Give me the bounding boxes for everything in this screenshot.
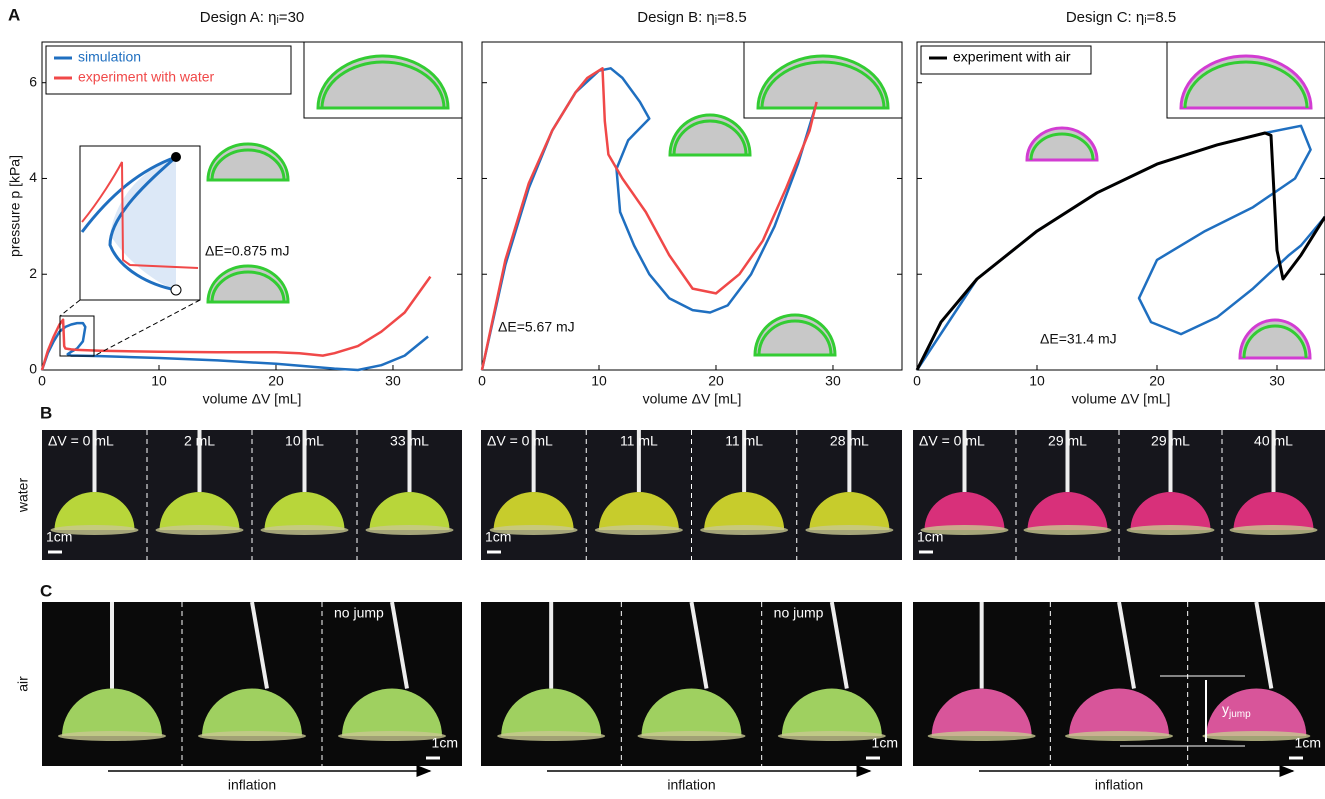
frame-label: 29 mL bbox=[1048, 433, 1087, 449]
x-tick-label: 0 bbox=[478, 373, 486, 389]
x-tick-label: 10 bbox=[1029, 373, 1045, 389]
note: no jump bbox=[334, 605, 384, 621]
legend-label: experiment with air bbox=[953, 49, 1071, 65]
zoom-line bbox=[94, 300, 200, 356]
x-tick-label: 20 bbox=[1149, 373, 1165, 389]
frame-label: 10 mL bbox=[285, 433, 324, 449]
balloon-rim bbox=[338, 731, 446, 741]
x-tick-label: 0 bbox=[913, 373, 921, 389]
frame-label: 28 mL bbox=[830, 433, 869, 449]
panel-label: A bbox=[8, 5, 20, 24]
frame-label: 29 mL bbox=[1151, 433, 1190, 449]
photo bbox=[42, 602, 462, 766]
balloon-rim bbox=[156, 525, 244, 535]
annotation: ΔE=31.4 mJ bbox=[1040, 331, 1117, 347]
balloon-rim bbox=[638, 731, 746, 741]
balloon-rim bbox=[595, 525, 683, 535]
jump-symbol: y bbox=[1222, 701, 1229, 717]
frame-label: ΔV = 0 mL bbox=[48, 433, 114, 449]
y-axis-label: pressure p [kPa] bbox=[7, 155, 23, 257]
annotation: ΔE=0.875 mJ bbox=[205, 243, 289, 259]
photo bbox=[481, 602, 902, 766]
arrow-label: inflation bbox=[1095, 777, 1143, 793]
x-tick-label: 30 bbox=[825, 373, 841, 389]
scale-label: 1cm bbox=[432, 735, 458, 751]
balloon-rim bbox=[778, 731, 886, 741]
x-tick-label: 10 bbox=[151, 373, 167, 389]
note: no jump bbox=[774, 605, 824, 621]
zoom-line bbox=[60, 300, 80, 316]
balloon-rim bbox=[700, 525, 788, 535]
balloon-rim bbox=[928, 731, 1036, 741]
x-axis-label: volume ΔV [mL] bbox=[203, 391, 302, 407]
balloon-rim bbox=[1024, 525, 1112, 535]
chart-title: Design A: ηᵢ=30 bbox=[200, 9, 305, 26]
x-axis-label: volume ΔV [mL] bbox=[643, 391, 742, 407]
row-label: air bbox=[15, 676, 31, 692]
panel-label: B bbox=[40, 403, 52, 422]
y-tick-label: 4 bbox=[29, 169, 37, 185]
balloon-rim bbox=[1230, 525, 1318, 535]
x-tick-label: 20 bbox=[268, 373, 284, 389]
row-label: water bbox=[15, 478, 31, 514]
y-tick-label: 0 bbox=[29, 361, 37, 377]
frame-label: 2 mL bbox=[184, 433, 215, 449]
balloon-rim bbox=[1065, 731, 1173, 741]
data-line bbox=[42, 323, 428, 370]
balloon-rim bbox=[805, 525, 893, 535]
scale-label: 1cm bbox=[485, 529, 511, 545]
scale-label: 1cm bbox=[917, 529, 943, 545]
balloon-rim bbox=[1127, 525, 1215, 535]
marker bbox=[171, 152, 181, 162]
balloon-rim bbox=[198, 731, 306, 741]
y-tick-label: 2 bbox=[29, 265, 37, 281]
frame-label: ΔV = 0 mL bbox=[919, 433, 985, 449]
jump-subscript: jump bbox=[1228, 709, 1251, 720]
x-axis-label: volume ΔV [mL] bbox=[1072, 391, 1171, 407]
photo bbox=[913, 602, 1325, 766]
annotation: ΔE=5.67 mJ bbox=[498, 319, 575, 335]
x-tick-label: 10 bbox=[591, 373, 607, 389]
page: A B C Design A: ηᵢ=30 0 10 20 30 0 2 4 6 volume Δ… bbox=[0, 0, 1325, 799]
chart-title: Design B: ηᵢ=8.5 bbox=[637, 9, 747, 26]
balloon-rim bbox=[58, 731, 166, 741]
frame-label: 40 mL bbox=[1254, 433, 1293, 449]
legend-label: experiment with water bbox=[78, 69, 215, 85]
balloon-rim bbox=[366, 525, 454, 535]
x-tick-label: 0 bbox=[38, 373, 46, 389]
frame-label: 33 mL bbox=[390, 433, 429, 449]
frame-label: ΔV = 0 mL bbox=[487, 433, 553, 449]
scale-label: 1cm bbox=[1295, 735, 1321, 751]
x-tick-label: 30 bbox=[385, 373, 401, 389]
x-tick-label: 20 bbox=[708, 373, 724, 389]
frame-label: 11 mL bbox=[725, 433, 763, 449]
legend-label: simulation bbox=[78, 49, 141, 65]
arrow-label: inflation bbox=[667, 777, 715, 793]
scale-label: 1cm bbox=[872, 735, 898, 751]
frame-label: 11 mL bbox=[620, 433, 658, 449]
scale-label: 1cm bbox=[46, 529, 72, 545]
marker bbox=[171, 285, 181, 295]
x-tick-label: 30 bbox=[1269, 373, 1285, 389]
y-tick-label: 6 bbox=[29, 73, 37, 89]
figure: A B C Design A: ηᵢ=30 0 10 20 30 0 2 4 6 volume Δ… bbox=[0, 0, 1325, 794]
balloon-rim bbox=[497, 731, 605, 741]
balloon-rim bbox=[261, 525, 349, 535]
arrow-label: inflation bbox=[228, 777, 276, 793]
panel-label: C bbox=[40, 581, 52, 600]
chart-title: Design C: ηᵢ=8.5 bbox=[1066, 9, 1176, 26]
